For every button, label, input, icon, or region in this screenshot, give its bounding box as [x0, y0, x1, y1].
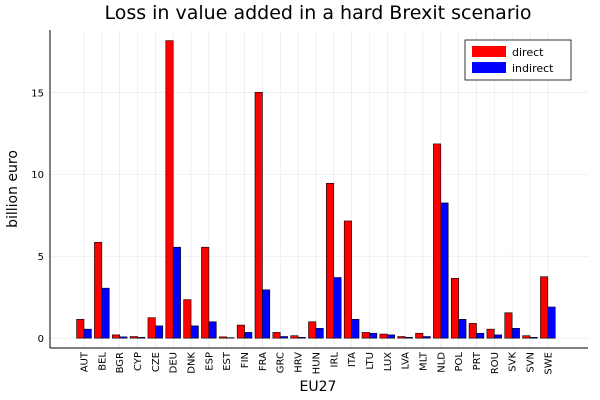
bar-indirect-AUT — [83, 328, 92, 339]
y-tick-label: 10 — [31, 170, 44, 181]
bar-direct-NLD — [433, 143, 442, 339]
bar-indirect-ESP — [208, 321, 217, 339]
bar-direct-ITA — [343, 220, 352, 339]
x-tick-label: AUT — [80, 351, 91, 372]
x-tick-labels: AUT BEL BGR CYP CZE DEU DNK ESP EST FIN FRA GRC HRV H… — [80, 351, 555, 374]
bar-direct-CZE — [147, 317, 156, 339]
x-tick-label: FRA — [258, 352, 269, 371]
x-tick-label: SVN — [526, 352, 537, 373]
y-tick-labels: 0 5 10 15 — [31, 88, 44, 345]
legend-label-indirect: indirect — [512, 62, 554, 75]
y-axis-title: billion euro — [5, 150, 21, 228]
bar-indirect-SVK — [511, 328, 520, 339]
bar-direct-DNK — [183, 299, 192, 339]
bar-direct-GRC — [272, 332, 281, 339]
bar-indirect-LTU — [369, 332, 378, 339]
bar-direct-POL — [450, 278, 459, 339]
bar-indirect-SWE — [547, 306, 556, 339]
x-tick-label: GRC — [276, 352, 287, 373]
bar-direct-MLT — [415, 332, 424, 339]
x-tick-label: FIN — [240, 352, 251, 368]
bar-direct-LTU — [361, 332, 370, 339]
x-tick-label: MLT — [418, 351, 429, 371]
bar-direct-LUX — [379, 333, 388, 339]
bar-direct-FRA — [254, 91, 263, 339]
bar-indirect-ROU — [494, 334, 503, 339]
x-axis-title: EU27 — [300, 379, 337, 395]
x-tick-label: HRV — [294, 352, 305, 373]
legend-label-direct: direct — [512, 46, 544, 59]
x-tick-label: CZE — [151, 352, 162, 372]
y-tick-label: 0 — [38, 334, 44, 345]
bar-indirect-POL — [458, 319, 467, 339]
x-tick-label: SVK — [508, 352, 519, 372]
x-tick-label: ESP — [204, 352, 215, 371]
bar-direct-DEU — [165, 40, 174, 339]
legend-swatch-direct — [472, 46, 506, 57]
bar-indirect-PRT — [476, 332, 485, 339]
bar-direct-EST — [219, 336, 228, 339]
bar-indirect-HRV — [297, 337, 306, 339]
x-tick-label: HUN — [311, 352, 322, 374]
bar-indirect-GRC — [279, 336, 288, 339]
bar-direct-HUN — [308, 321, 317, 339]
bar-direct-SWE — [540, 276, 549, 339]
bar-indirect-BEL — [101, 287, 110, 339]
x-tick-label: BGR — [115, 352, 126, 373]
bar-indirect-DNK — [190, 325, 199, 339]
bar-direct-IRL — [326, 182, 335, 339]
x-tick-label: SWE — [543, 352, 554, 375]
x-tick-label: LUX — [383, 352, 394, 371]
bar-indirect-SVN — [529, 337, 538, 339]
chart-title: Loss in value added in a hard Brexit sce… — [104, 2, 531, 24]
bars — [76, 40, 556, 339]
bar-indirect-FIN — [244, 332, 253, 339]
bar-indirect-FRA — [262, 289, 271, 339]
x-tick-label: IRL — [329, 352, 340, 368]
bar-direct-HRV — [290, 335, 299, 339]
bar-direct-ESP — [201, 246, 210, 339]
x-tick-label: ITA — [347, 352, 358, 367]
bar-indirect-MLT — [422, 336, 431, 339]
bar-indirect-LVA — [404, 337, 413, 339]
bar-direct-PRT — [468, 323, 477, 339]
bar-direct-BEL — [94, 241, 103, 339]
x-tick-label: ROU — [490, 352, 501, 374]
bar-direct-ROU — [486, 328, 495, 339]
x-tick-label: POL — [454, 352, 465, 372]
bar-direct-SVN — [522, 335, 531, 339]
bar-direct-BGR — [111, 334, 120, 339]
bar-direct-CYP — [129, 336, 138, 339]
x-tick-label: PRT — [472, 351, 483, 370]
bar-indirect-IRL — [333, 277, 342, 339]
bar-indirect-DEU — [172, 246, 181, 339]
bar-direct-LVA — [397, 336, 406, 339]
y-tick-label: 5 — [38, 252, 44, 263]
x-tick-label: DNK — [187, 352, 198, 374]
bar-direct-FIN — [236, 324, 245, 339]
bar-indirect-BGR — [119, 336, 128, 339]
x-tick-label: EST — [222, 351, 233, 371]
x-tick-label: NLD — [436, 352, 447, 373]
x-tick-label: CYP — [133, 352, 144, 371]
legend-swatch-indirect — [472, 62, 506, 73]
bar-indirect-HUN — [315, 328, 324, 339]
bar-direct-SVK — [504, 312, 513, 339]
bar-indirect-ITA — [351, 319, 360, 339]
bar-indirect-LUX — [386, 334, 395, 339]
x-tick-label: BEL — [97, 352, 108, 371]
bar-indirect-CYP — [137, 337, 146, 339]
x-tick-label: LVA — [401, 352, 412, 370]
bar-direct-AUT — [76, 319, 85, 339]
bar-indirect-NLD — [440, 202, 449, 339]
x-tick-label: DEU — [169, 352, 180, 373]
bar-indirect-CZE — [155, 325, 164, 339]
y-tick-label: 15 — [31, 88, 44, 99]
x-tick-label: LTU — [365, 352, 376, 370]
legend: direct indirect — [464, 39, 572, 81]
